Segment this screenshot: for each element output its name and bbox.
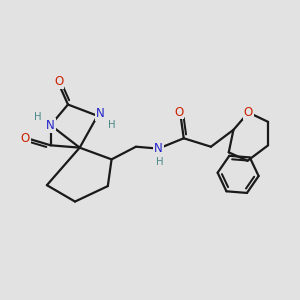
Text: O: O [244,106,253,119]
Text: H: H [156,157,163,167]
Text: O: O [21,132,30,145]
Text: N: N [46,119,55,132]
Text: N: N [95,107,104,120]
Text: O: O [54,75,63,88]
Text: H: H [108,120,115,130]
Text: O: O [174,106,183,118]
Text: H: H [34,112,41,122]
Text: N: N [154,142,163,155]
